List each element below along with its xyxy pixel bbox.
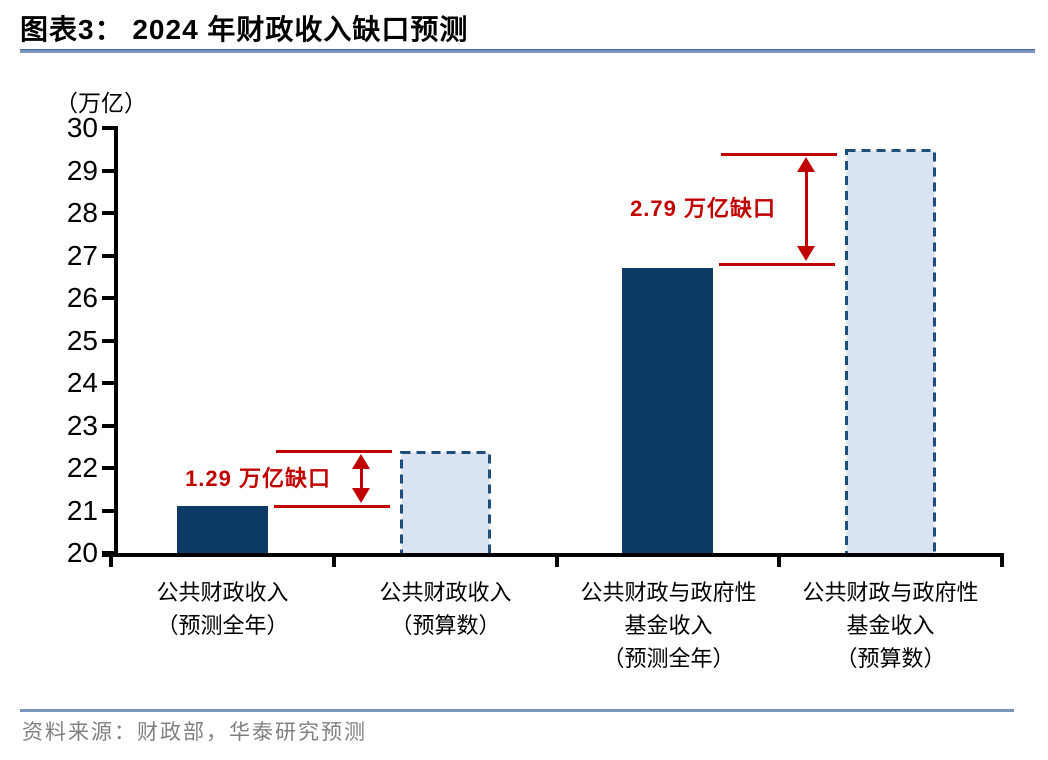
y-tick-label-21: 21 [66,495,98,526]
x-tick-0 [109,553,113,567]
gap-arrow-stem-1 [360,457,363,500]
y-tick-label-20: 20 [66,537,98,568]
x-label-line: 公共财政与政府性 [802,580,979,605]
x-label-3: 公共财政与政府性 基金收入 （预测全年） [557,576,780,675]
y-tick-25 [102,339,114,343]
gap-arrow-stem-2 [805,160,808,258]
gap-line-bottom-1 [274,505,390,508]
y-tick-label-29: 29 [66,155,98,186]
y-tick-label-30: 30 [66,112,98,143]
y-axis-unit-label: （万亿） [55,91,147,116]
y-tick-label-27: 27 [66,240,98,271]
x-label-line: （预测全年） [156,613,289,638]
y-tick-label-28: 28 [66,197,98,228]
y-tick-24 [102,381,114,385]
y-tick-29 [102,169,114,173]
y-tick-label-26: 26 [66,282,98,313]
gap-arrow-head-down-1 [352,488,370,503]
y-tick-23 [102,424,114,428]
gap-arrow-head-up-1 [352,454,370,469]
x-tick-1 [332,553,336,567]
y-tick-30 [102,126,114,130]
bar-2 [400,451,491,556]
gap-label-2: 2.79 万亿缺口 [630,196,776,221]
y-tick-label-23: 23 [66,410,98,441]
x-tick-4 [1000,553,1004,567]
gap-label-1: 1.29 万亿缺口 [185,466,331,491]
y-tick-26 [102,296,114,300]
gap-line-top-1 [276,450,392,453]
x-axis-line [102,553,1004,557]
x-label-line: （预算数） [390,613,501,638]
figure-title: 图表3： 2024 年财政收入缺口预测 [20,14,469,45]
x-label-line: 公共财政收入 [156,580,289,605]
x-tick-2 [555,553,559,567]
x-label-line: 公共财政收入 [379,580,512,605]
gap-line-top-2 [721,153,837,156]
x-label-line: （预算数） [835,646,946,671]
x-tick-3 [777,553,781,567]
y-tick-label-25: 25 [66,325,98,356]
footer-rule [20,709,1014,712]
x-label-line: 基金收入 [624,613,713,638]
gap-arrow-head-up-2 [797,157,815,172]
x-label-4: 公共财政与政府性 基金收入 （预算数） [779,576,1002,675]
x-label-2: 公共财政收入 （预算数） [334,576,557,642]
y-axis-line [114,126,118,557]
x-label-line: 基金收入 [846,613,935,638]
x-label-1: 公共财政收入 （预测全年） [111,576,334,642]
bar-4 [845,149,936,556]
y-tick-27 [102,254,114,258]
source-note: 资料来源：财政部，华泰研究预测 [22,720,367,744]
bar-3 [622,268,713,556]
bar-1 [177,506,268,556]
y-tick-28 [102,211,114,215]
gap-line-bottom-2 [719,263,835,266]
gap-arrow-head-down-2 [797,246,815,261]
x-label-line: （预测全年） [602,646,735,671]
x-label-line: 公共财政与政府性 [580,580,757,605]
title-rule [20,49,1035,53]
y-tick-label-22: 22 [66,452,98,483]
y-tick-22 [102,466,114,470]
y-tick-label-24: 24 [66,367,98,398]
y-tick-21 [102,509,114,513]
